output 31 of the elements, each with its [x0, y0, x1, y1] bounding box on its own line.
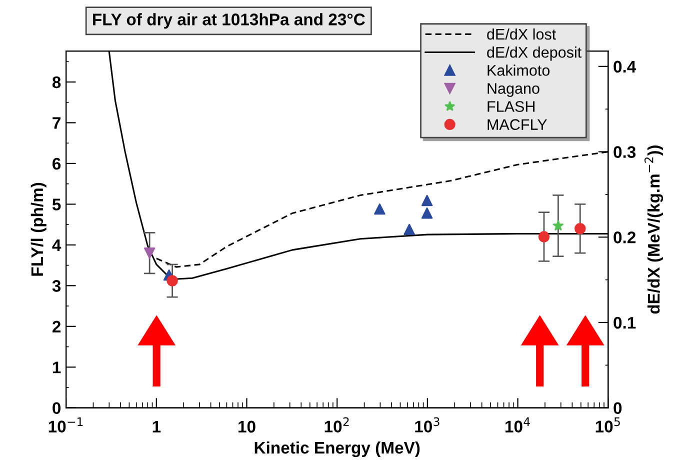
y-tick-label: 7 — [52, 117, 60, 129]
y-tick-label: 6 — [52, 158, 61, 170]
y2-tick-label: 0.1 — [614, 316, 636, 329]
legend-label: Kakimoto — [488, 64, 550, 76]
x-tick-label: 1 — [152, 420, 161, 432]
y2-axis-title: dE/dX (MeV/(kg.m$^{−2}$)) — [644, 146, 664, 314]
y-tick-label: 8 — [52, 76, 61, 88]
x-tick-label: 10$^{3}$ — [415, 417, 440, 432]
y-axis-title: FLY/l (ph/m) — [30, 182, 46, 276]
x-axis-title: Kinetic Energy (MeV) — [254, 441, 420, 458]
x-tick-label: 10$^{5}$ — [596, 417, 620, 432]
y2-tick-label: 0.3 — [614, 146, 636, 158]
y2-tick-label: 0.4 — [614, 60, 636, 73]
y-tick-label: 1 — [52, 362, 61, 374]
legend-label: MACFLY — [488, 119, 547, 130]
y-tick-label: 4 — [52, 240, 62, 251]
y-tick-label: 2 — [52, 320, 61, 332]
legend-label: dE/dX deposit — [487, 46, 582, 61]
legend-label: FLASH — [488, 101, 534, 112]
x-tick-label: 10$^{2}$ — [324, 417, 349, 432]
x-tick-label: 10 — [238, 420, 256, 433]
y-tick-label: 5 — [52, 198, 61, 210]
y-tick-label: 0 — [52, 402, 61, 414]
x-tick-label: 10$^{4}$ — [506, 417, 530, 432]
x-tick-label: 10$^{−1}$ — [48, 417, 83, 432]
y2-tick-label: 0 — [614, 402, 622, 414]
chart-title: FLY of dry air at 1013hPa and 23°C — [93, 13, 365, 29]
y-tick-label: 3 — [52, 280, 61, 292]
legend-label: Nagano — [488, 83, 540, 97]
legend-label: dE/dX lost — [487, 28, 556, 40]
y2-tick-label: 0.2 — [614, 232, 636, 244]
